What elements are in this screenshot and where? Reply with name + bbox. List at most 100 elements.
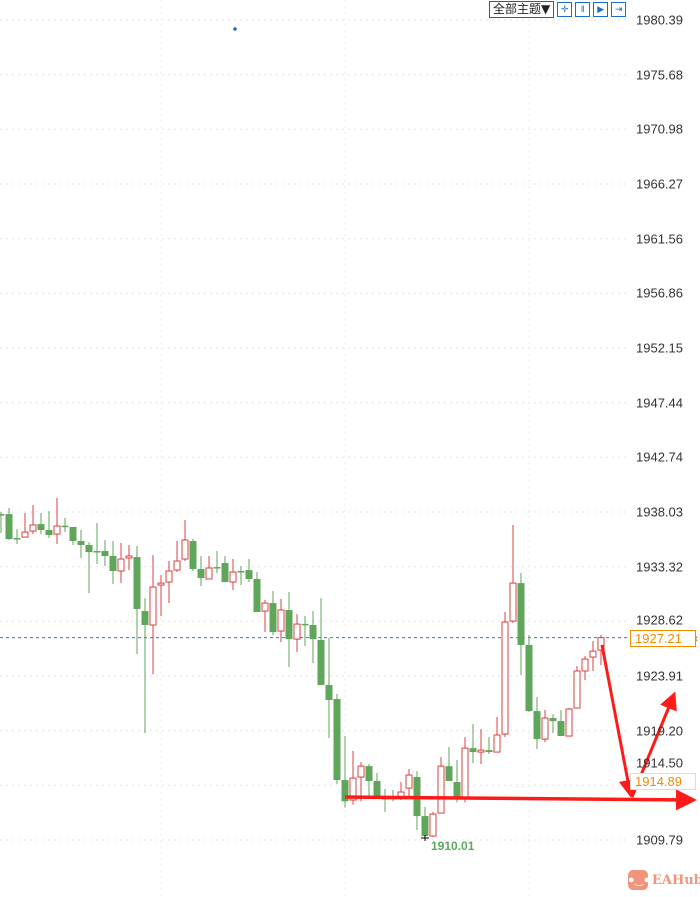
y-tick-label: 1933.32 [636,559,683,575]
candle [461,737,469,803]
candle [373,773,381,799]
candle-body [509,582,517,622]
candle-body [149,586,157,626]
candle [213,551,221,574]
candle [157,575,165,617]
y-tick-label: 1947.44 [636,395,683,411]
candle-body [13,538,21,540]
candle-body [469,748,477,753]
candle-body [173,560,181,571]
pig-logo-icon: ●‿● [628,870,650,890]
candle-body [109,556,117,572]
candle [357,762,365,802]
candle [589,641,597,672]
candle-body [445,766,453,781]
candle [341,736,349,808]
candle [85,542,93,594]
candle-body [165,570,173,583]
candle-body [589,650,597,658]
candle [549,714,557,734]
eahub-logo: ●‿● EAHub [628,870,700,890]
candle [573,666,581,709]
candle [493,717,501,753]
candle-body [421,816,429,837]
candle [445,747,453,781]
candle [5,508,13,540]
candle [541,710,549,743]
candle-body [237,571,245,573]
candle-body [85,544,93,553]
candle-body [205,567,213,580]
candle [437,757,445,814]
candle [13,529,21,545]
candle-body [285,610,293,640]
candle [317,598,325,686]
theme-dropdown[interactable]: 全部主题▼ [489,1,555,18]
candle [0,512,5,534]
y-tick-label: 1923.91 [636,668,683,684]
candle-body [61,525,69,528]
candle-body [133,557,141,609]
candle [389,789,397,802]
candle-body [5,514,13,540]
candle-body [453,782,461,799]
candle [413,771,421,831]
candle [293,614,301,653]
zoom-range-icon[interactable]: ‖ [575,2,591,17]
y-tick-label: 1914.50 [636,755,683,771]
candle [509,525,517,624]
candle-body [517,583,525,645]
candle-body [533,711,541,740]
candle [333,694,341,785]
candle [533,697,541,750]
y-tick-label: 1970.98 [636,121,683,137]
candle-body [309,625,317,640]
candle-body [429,813,437,837]
candle [141,598,149,734]
candles [0,498,605,838]
y-tick-label: 1938.03 [636,504,683,520]
y-tick-label: 1956.86 [636,285,683,301]
candle-body [101,551,109,557]
candle-body [597,637,605,651]
candle-body [221,562,229,583]
candle [597,635,605,666]
candle [453,760,461,803]
candle-body [0,514,5,516]
candle [477,729,485,765]
current-price-label: 1927.21 [630,629,696,647]
crosshair-icon[interactable]: ✛ [557,2,573,17]
candle [581,656,589,681]
candle-body [293,623,301,640]
candle-body [181,539,189,560]
candle [101,539,109,567]
candle-body [565,708,573,737]
y-tick-label: 1942.74 [636,449,683,465]
candle-body [461,747,469,799]
candle [149,555,157,675]
candle-body [37,524,45,531]
candle [45,511,53,539]
play-forward-icon[interactable]: ▶ [593,2,609,17]
grid [0,0,630,897]
candle-body [493,734,501,753]
candle-body [253,579,261,613]
candle [189,539,197,572]
candle-body [317,639,325,686]
candle [173,541,181,573]
horizontal-arrow [344,789,697,811]
candle-body [573,670,581,709]
exit-icon[interactable]: ⇥ [611,2,627,17]
candle [133,546,141,655]
y-tick-label: 1909.79 [636,832,683,848]
low-price-label: 1910.01 [431,839,475,853]
candle-body [69,526,77,542]
cursor-cross-icon [421,835,429,841]
down-arrow [600,644,637,798]
candle [285,592,293,668]
candle-body [365,766,373,781]
marker-dot [233,27,237,31]
candle-body [277,609,285,632]
candle-body [157,582,165,586]
